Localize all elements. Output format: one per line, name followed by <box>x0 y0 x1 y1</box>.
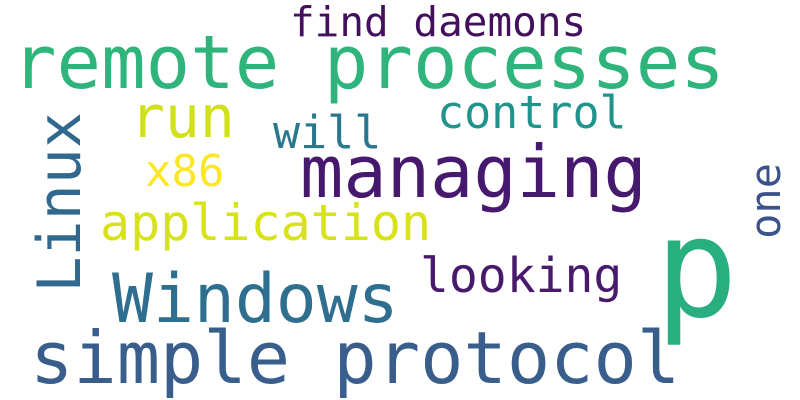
word-managing: managing <box>300 130 647 214</box>
word-control: control <box>437 86 627 139</box>
word-windows: Windows <box>112 260 399 339</box>
word-application: application <box>100 194 432 252</box>
word-simple-protocol: simple protocol <box>30 316 681 400</box>
word-x86: x86 <box>145 146 225 197</box>
word-one: one <box>741 163 790 239</box>
word-linux: Linux <box>25 112 95 293</box>
word-remote-processes: remote processes <box>12 20 725 106</box>
word-p: p <box>655 188 739 349</box>
word-looking: looking <box>420 248 623 304</box>
word-will: will <box>273 106 382 159</box>
word-run: run <box>130 83 235 151</box>
word-find-daemons: find daemons <box>290 0 587 46</box>
